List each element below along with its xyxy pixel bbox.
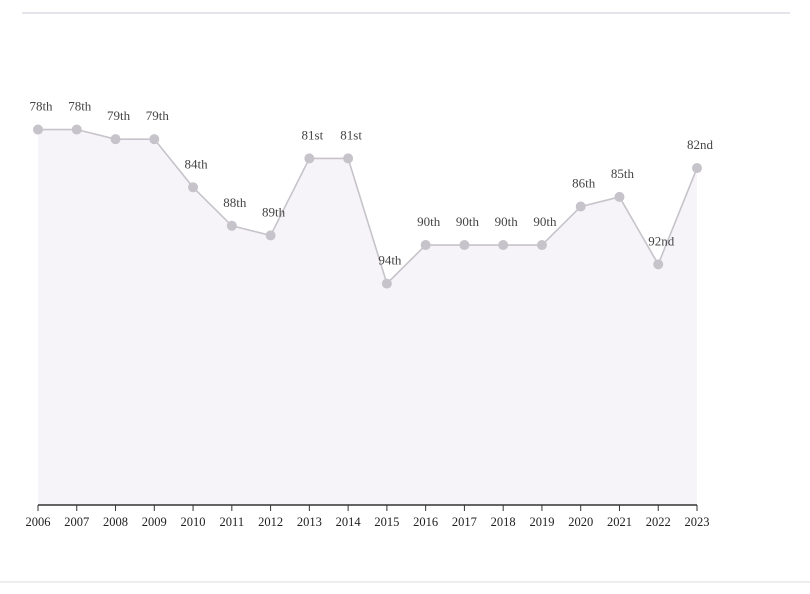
x-tick-label: 2017 bbox=[452, 515, 477, 529]
point bbox=[614, 191, 625, 202]
data-label: 81st bbox=[302, 127, 324, 142]
x-tick-label: 2013 bbox=[297, 515, 322, 529]
point bbox=[420, 240, 431, 251]
data-label: 79th bbox=[146, 108, 170, 123]
point bbox=[498, 240, 509, 251]
x-tick-label: 2008 bbox=[103, 515, 128, 529]
point bbox=[692, 163, 702, 174]
data-label: 92nd bbox=[648, 233, 675, 248]
x-tick-label: 2019 bbox=[529, 515, 554, 529]
point bbox=[381, 278, 392, 289]
x-tick-label: 2007 bbox=[64, 515, 89, 529]
data-label: 79th bbox=[107, 108, 131, 123]
data-label: 89th bbox=[262, 204, 286, 219]
point bbox=[33, 124, 43, 135]
data-label: 90th bbox=[417, 214, 441, 229]
x-tick-label: 2020 bbox=[568, 515, 593, 529]
data-label: 78th bbox=[68, 99, 92, 114]
point bbox=[343, 153, 354, 164]
point bbox=[265, 230, 276, 241]
data-label: 90th bbox=[495, 214, 519, 229]
x-tick-label: 2012 bbox=[258, 515, 283, 529]
data-label: 85th bbox=[611, 166, 635, 181]
point bbox=[71, 124, 82, 135]
x-tick-label: 2022 bbox=[646, 515, 671, 529]
data-label: 94th bbox=[378, 253, 402, 268]
line bbox=[38, 128, 698, 286]
x-tick-label: 2011 bbox=[220, 515, 245, 529]
x-tick-label: 2006 bbox=[26, 515, 51, 529]
x-tick-label: 2009 bbox=[142, 515, 167, 529]
point bbox=[110, 134, 121, 145]
x-tick-label: 2014 bbox=[336, 515, 362, 529]
point bbox=[149, 134, 160, 145]
point bbox=[459, 240, 470, 251]
x-tick-label: 2010 bbox=[181, 515, 206, 529]
x-tick-label: 2015 bbox=[374, 515, 399, 529]
data-label: 90th bbox=[456, 214, 480, 229]
point bbox=[226, 220, 237, 231]
point bbox=[304, 153, 315, 164]
x-tick-label: 2023 bbox=[685, 515, 710, 529]
data-label: 84th bbox=[184, 156, 208, 171]
data-label: 86th bbox=[572, 176, 596, 191]
area bbox=[38, 129, 697, 505]
data-label: 78th bbox=[29, 99, 53, 114]
point bbox=[536, 240, 547, 251]
data-label: 90th bbox=[533, 214, 557, 229]
point bbox=[188, 182, 199, 193]
point bbox=[575, 201, 586, 212]
data-label: 88th bbox=[223, 195, 247, 210]
x-tick-label: 2016 bbox=[413, 515, 438, 529]
x-tick-label: 2018 bbox=[491, 515, 516, 529]
data-label: 82nd bbox=[687, 137, 714, 152]
x-tick-label: 2021 bbox=[607, 515, 632, 529]
data-label: 81st bbox=[340, 127, 362, 142]
point bbox=[653, 259, 664, 270]
